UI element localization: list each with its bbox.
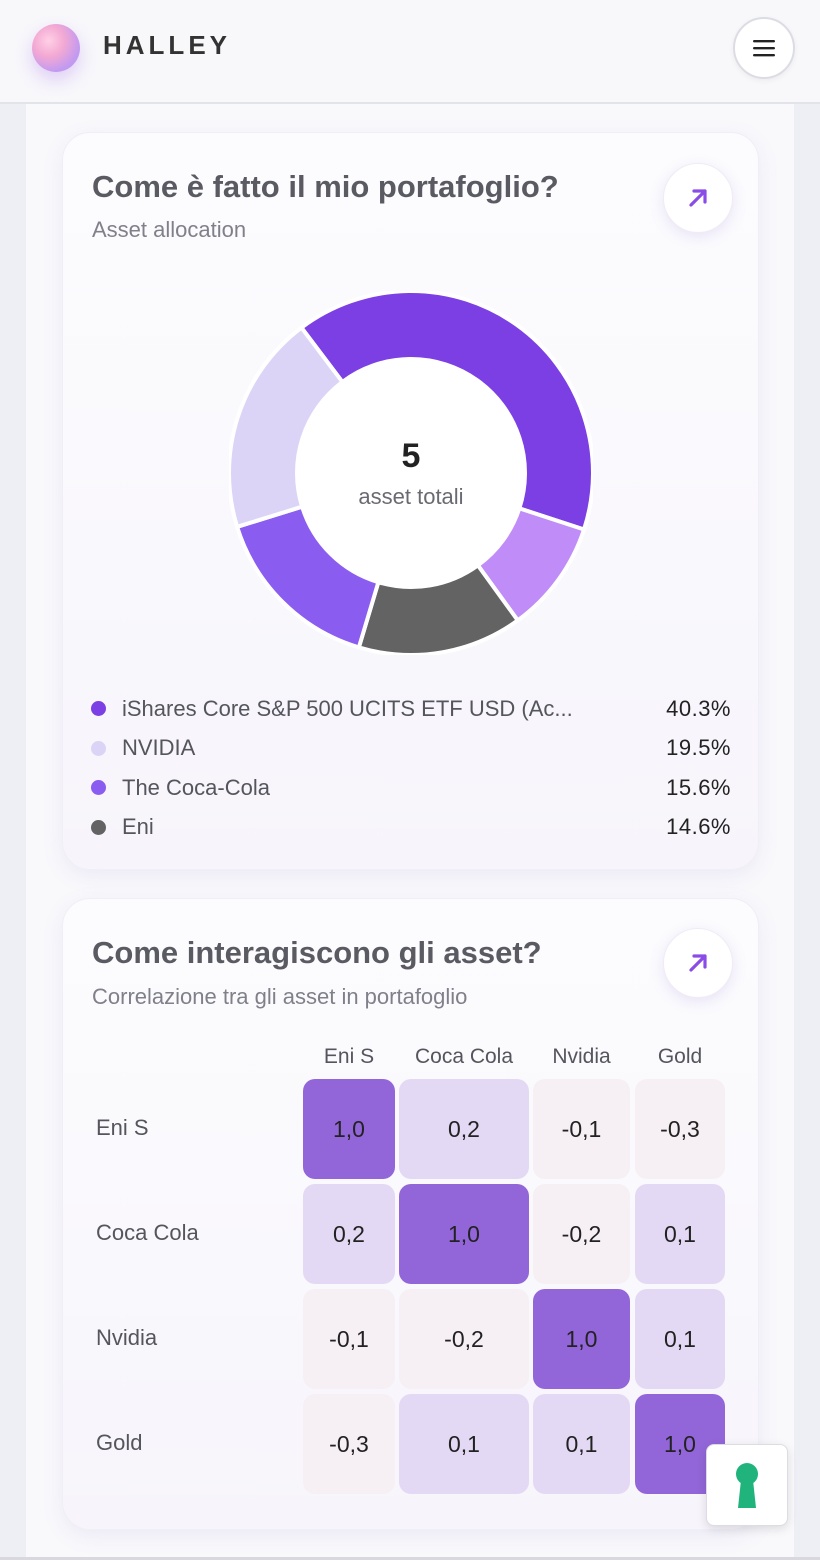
legend-name: NVIDIA xyxy=(122,735,196,761)
matrix-row-header: Gold xyxy=(96,1430,143,1455)
matrix-cell: 1,0 xyxy=(533,1289,630,1389)
matrix-cell: 1,0 xyxy=(399,1184,529,1284)
legend-value: 14.6% xyxy=(666,814,731,840)
matrix-cell: 0,1 xyxy=(533,1394,630,1494)
correlation-card: Come interagiscono gli asset? Correlazio… xyxy=(62,898,759,1530)
donut-slice[interactable] xyxy=(298,289,595,533)
matrix-column-header: Eni S xyxy=(323,1045,375,1068)
allocation-legend: iShares Core S&P 500 UCITS ETF USD (Ac..… xyxy=(91,689,731,847)
matrix-cell: -0,3 xyxy=(635,1079,725,1179)
matrix-cell: 0,2 xyxy=(399,1079,529,1179)
arrow-up-right-icon xyxy=(689,189,707,207)
legend-item[interactable]: NVIDIA 19.5% xyxy=(91,729,731,769)
matrix-cell: -0,2 xyxy=(399,1289,529,1389)
menu-button[interactable] xyxy=(733,17,795,79)
allocation-donut-chart: 5 asset totali xyxy=(227,289,595,657)
legend-item[interactable]: The Coca-Cola 15.6% xyxy=(91,768,731,808)
matrix-cell: 1,0 xyxy=(303,1079,395,1179)
donut-slice[interactable] xyxy=(227,324,346,530)
matrix-cell: -0,1 xyxy=(533,1079,630,1179)
legend-item[interactable]: Eni 14.6% xyxy=(91,808,731,848)
legend-name: Eni xyxy=(122,814,154,840)
legend-value: 40.3% xyxy=(666,695,731,721)
card-title: Come è fatto il mio portafoglio? xyxy=(92,169,559,204)
matrix-row-header: Coca Cola xyxy=(96,1220,199,1245)
legend-value: 19.5% xyxy=(666,735,731,761)
card-subtitle: Asset allocation xyxy=(92,217,247,242)
app-header: HALLEY xyxy=(0,0,820,104)
matrix-row-header: Nvidia xyxy=(96,1325,158,1350)
matrix-row-header: Eni S xyxy=(96,1115,149,1140)
matrix-cell: 0,1 xyxy=(399,1394,529,1494)
matrix-column-header: Coca Cola xyxy=(414,1045,514,1068)
open-correlation-button[interactable] xyxy=(663,928,733,998)
matrix-cell: -0,2 xyxy=(533,1184,630,1284)
brand-name[interactable]: HALLEY xyxy=(103,30,231,60)
matrix-cell: 0,1 xyxy=(635,1289,725,1389)
matrix-cell: 0,2 xyxy=(303,1184,395,1284)
legend-item[interactable]: iShares Core S&P 500 UCITS ETF USD (Ac..… xyxy=(91,689,731,729)
bottom-border xyxy=(0,1557,820,1560)
correlation-matrix: Eni S Coca Cola Nvidia Gold Eni S 1,0 0,2 -0,1-… xyxy=(63,899,760,1531)
legend-name: iShares Core S&P 500 UCITS ETF USD (Ac..… xyxy=(122,695,573,721)
asset-allocation-card: Come è fatto il mio portafoglio? Asset a… xyxy=(62,132,759,870)
legend-dot xyxy=(91,701,106,717)
help-widget-button[interactable] xyxy=(706,1444,788,1526)
hamburger-icon xyxy=(753,40,775,57)
legend-dot xyxy=(91,819,106,835)
card-title: Come interagiscono gli asset? xyxy=(92,935,542,970)
legend-value: 15.6% xyxy=(666,774,731,800)
donut-svg xyxy=(227,289,595,657)
keyhole-icon xyxy=(736,1463,758,1508)
card-subtitle: Correlazione tra gli asset in portafogli… xyxy=(92,984,468,1009)
matrix-column-header: Nvidia xyxy=(552,1045,611,1068)
matrix-column-header: Gold xyxy=(657,1045,703,1068)
donut-hole xyxy=(298,360,524,586)
open-allocation-button[interactable] xyxy=(663,163,733,233)
legend-dot xyxy=(91,740,106,756)
arrow-up-right-icon xyxy=(689,954,707,972)
halley-logo-icon[interactable] xyxy=(32,24,80,72)
legend-name: The Coca-Cola xyxy=(122,774,270,800)
matrix-cell: 0,1 xyxy=(635,1184,725,1284)
matrix-cell: -0,3 xyxy=(303,1394,395,1494)
matrix-cell: -0,1 xyxy=(303,1289,395,1389)
legend-dot xyxy=(91,780,106,796)
